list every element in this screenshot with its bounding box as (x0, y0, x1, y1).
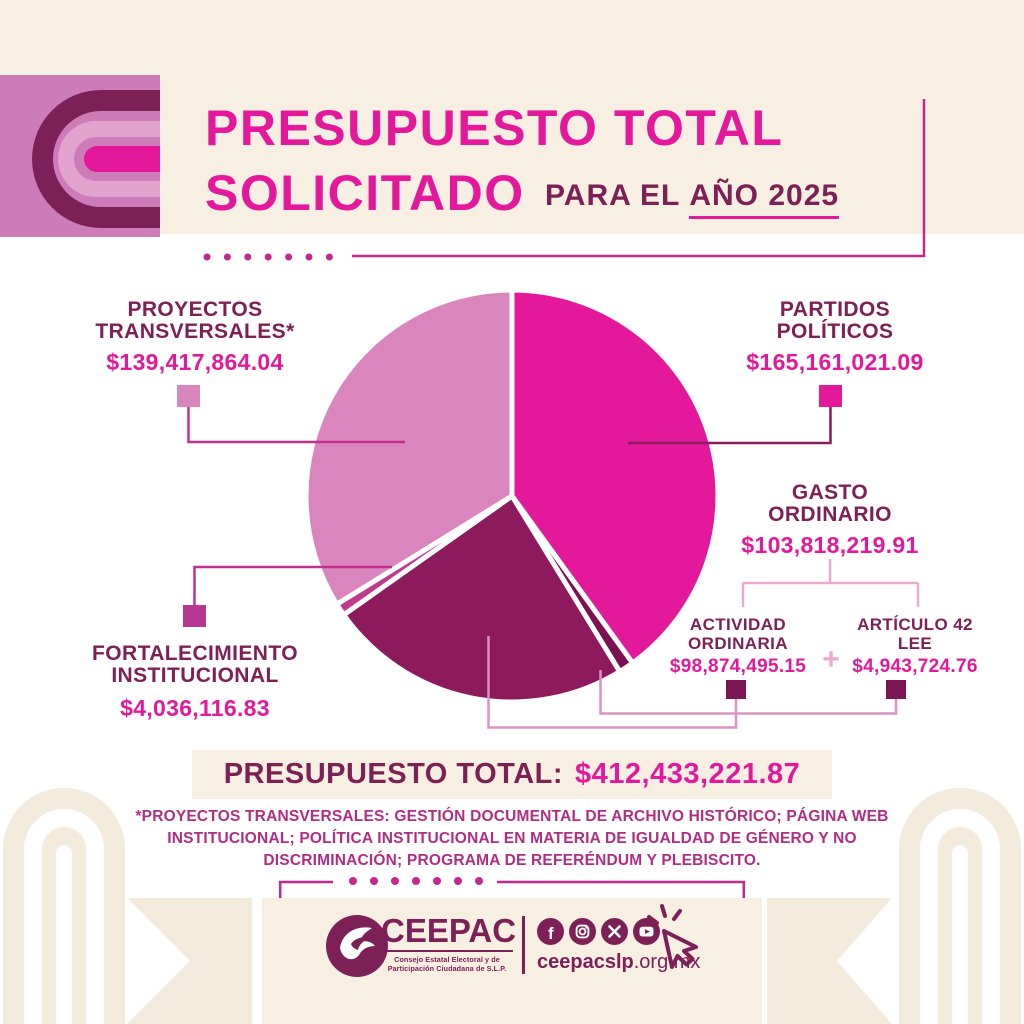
plus-sign: + (822, 643, 840, 676)
social-icons-row: f (537, 918, 660, 945)
youtube-icon[interactable] (633, 918, 660, 945)
gasto-bracket (741, 559, 920, 607)
ceepac-logo-icon (326, 915, 388, 977)
footer-divider (522, 916, 525, 974)
svg-text:f: f (548, 924, 554, 943)
callout-actividad: ACTIVIDAD ORDINARIA $98,874,495.15 (643, 615, 833, 678)
connector-proyectos (187, 407, 405, 444)
arch-decoration-right-slot (952, 845, 968, 1024)
callout-partidos-line1: PARTIDOS (779, 298, 891, 321)
pie-slice-actividad (341, 493, 623, 705)
subtitle-year: AÑO 2025 (689, 179, 840, 219)
marker-fortalecimiento (183, 605, 206, 627)
callout-actividad-amount: $98,874,495.15 (669, 656, 807, 678)
x-icon[interactable] (601, 918, 628, 945)
callout-articulo42: ARTÍCULO 42 LEE $4,943,724.76 (820, 615, 1010, 678)
callout-articulo42-line1: ARTÍCULO 42 (857, 615, 973, 634)
footer-website[interactable]: ceepacslp.org.mx (537, 951, 700, 974)
total-label: PRESUPUESTO TOTAL: (223, 758, 564, 790)
callout-partidos-amount: $165,161,021.09 (746, 349, 924, 376)
footnote: *PROYECTOS TRANSVERSALES: GESTIÓN DOCUME… (110, 806, 914, 872)
marker-actividad (726, 680, 746, 699)
website-suffix: .org.mx (633, 951, 701, 973)
callout-fortalecimiento-line2: INSTITUCIONAL (111, 664, 279, 688)
callout-actividad-line2: ORDINARIA (688, 633, 788, 653)
footer-tagline: Consejo Estatal Electoral y de Participa… (387, 955, 507, 973)
total-value: $412,433,221.87 (575, 758, 801, 790)
footnote-lead: *PROYECTOS TRANSVERSALES: (135, 808, 390, 825)
callout-fortalecimiento: FORTALECIMIENTO INSTITUCIONAL $4,036,116… (50, 642, 340, 722)
marker-partidos (819, 385, 842, 407)
footer-brand-block: CEEPAC Consejo Estatal Electoral y de Pa… (381, 914, 516, 973)
pie-chart (303, 287, 721, 705)
logo-arc-middle-icon (58, 121, 160, 197)
cursor-click-icon (647, 904, 698, 969)
total-band: PRESUPUESTO TOTAL: $412,433,221.87 (192, 750, 832, 799)
pie-slice-proyectos (303, 287, 515, 607)
footer-brand: CEEPAC (381, 914, 516, 952)
callout-gasto-line2: ORDINARIO (768, 503, 892, 527)
connector-fortalecimiento (193, 565, 392, 605)
callout-gasto-line1: GASTO (791, 481, 869, 504)
callout-articulo42-amount: $4,943,724.76 (852, 656, 978, 678)
connector-articulo42 (599, 670, 898, 715)
instagram-icon[interactable] (569, 918, 596, 945)
callout-gasto: GASTO ORDINARIO $103,818,219.91 (720, 481, 940, 559)
footnote-body: GESTIÓN DOCUMENTAL DE ARCHIVO HISTÓRICO;… (167, 808, 889, 869)
callout-proyectos: PROYECTOS TRANSVERSALES* $139,417,864.04 (55, 298, 335, 376)
ceepac-c-logo (0, 75, 160, 237)
callout-articulo42-line2: LEE (897, 633, 933, 653)
page-subtitle: PARA EL AÑO 2025 (545, 179, 840, 219)
page-title-line2: SOLICITADO (205, 165, 525, 221)
callout-proyectos-amount: $139,417,864.04 (106, 349, 284, 376)
callout-gasto-amount: $103,818,219.91 (741, 532, 919, 559)
callout-partidos-line2: POLÍTICOS (776, 320, 894, 344)
callout-partidos: PARTIDOS POLÍTICOS $165,161,021.09 (695, 298, 975, 376)
callout-fortalecimiento-line1: FORTALECIMIENTO (92, 642, 298, 665)
arch-decoration-left-slot (56, 845, 72, 1024)
marker-articulo42 (886, 680, 906, 699)
facebook-icon[interactable]: f (537, 918, 564, 945)
marker-proyectos (177, 385, 200, 407)
page-title-line1: PRESUPUESTO TOTAL (205, 100, 784, 156)
footer-dotted-line (349, 877, 483, 885)
logo-bar-icon (84, 146, 160, 172)
top-bracket-line (352, 99, 926, 258)
callout-fortalecimiento-amount: $4,036,116.83 (120, 695, 270, 722)
subtitle-prefix: PARA EL (545, 179, 681, 212)
callout-proyectos-line1: PROYECTOS (127, 298, 263, 321)
top-dotted-line (203, 253, 333, 261)
callout-proyectos-line2: TRANSVERSALES* (95, 320, 295, 344)
pie-slice-partidos (509, 287, 721, 666)
website-name: ceepacslp (537, 951, 634, 973)
callout-actividad-line1: ACTIVIDAD (689, 615, 787, 634)
connector-partidos (628, 407, 832, 445)
header-band (0, 0, 1024, 234)
